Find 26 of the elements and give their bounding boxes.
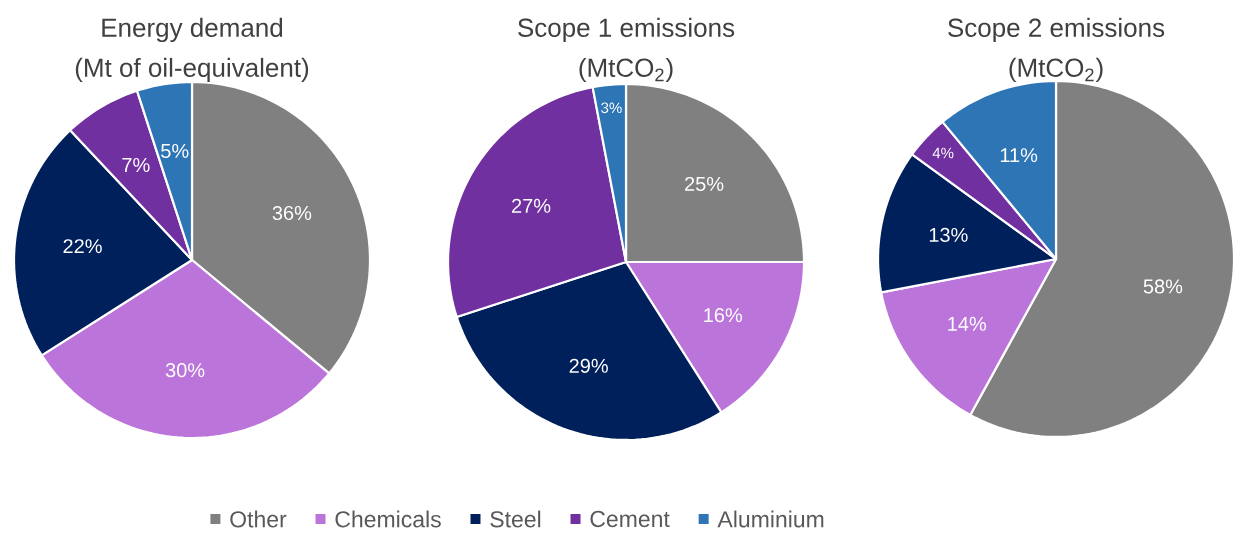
- data-label: 29%: [569, 358, 608, 373]
- chart-subtitle: (Mt of oil-equivalent): [75, 57, 309, 83]
- data-label: 13%: [929, 227, 968, 242]
- legend-label: Cement: [590, 510, 670, 528]
- legend-label: Other: [230, 510, 287, 528]
- chart-subtitle: (MtCO$_{2}$): [1009, 57, 1103, 83]
- legend-label: Chemicals: [335, 510, 441, 528]
- data-label: 30%: [165, 363, 205, 378]
- legend-label: Aluminium: [717, 510, 824, 528]
- data-label: 14%: [948, 316, 987, 331]
- data-label: 16%: [704, 308, 743, 323]
- data-label: 36%: [272, 205, 312, 221]
- data-label: 11%: [1000, 148, 1038, 163]
- data-label: 4%: [932, 147, 954, 159]
- legend-label: Steel: [490, 510, 541, 528]
- data-label: 7%: [122, 157, 150, 173]
- data-label: 58%: [1143, 279, 1183, 294]
- chart-title: Energy demand: [102, 17, 283, 43]
- chart-title: Scope 2 emissions: [948, 17, 1165, 43]
- data-label: 5%: [161, 143, 189, 159]
- data-label: 3%: [601, 102, 622, 114]
- chart-title: Scope 1 emissions: [518, 17, 735, 43]
- data-label: 27%: [512, 198, 551, 213]
- data-label: 22%: [63, 239, 102, 254]
- chart-subtitle: (MtCO$_{2}$): [579, 57, 673, 83]
- data-label: 25%: [685, 176, 724, 192]
